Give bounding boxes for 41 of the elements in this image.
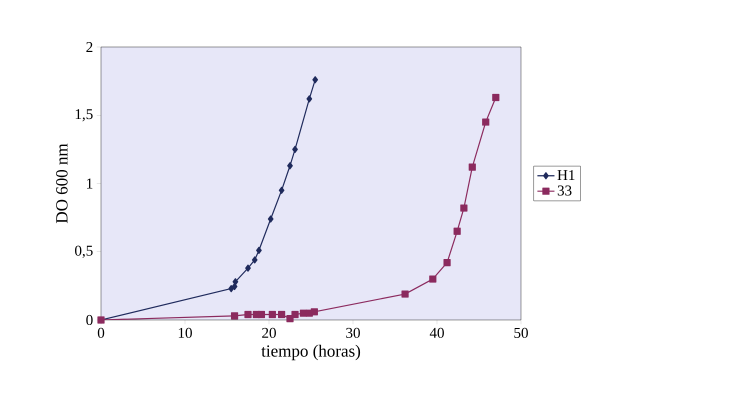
point bbox=[278, 310, 286, 318]
point bbox=[287, 162, 293, 170]
point bbox=[256, 246, 262, 254]
point bbox=[468, 164, 476, 171]
y-tick-label: 0 bbox=[86, 314, 93, 326]
legend-label: 33 bbox=[558, 185, 572, 196]
point bbox=[310, 308, 318, 316]
point bbox=[268, 215, 274, 223]
x-tick-label: 50 bbox=[514, 328, 528, 338]
x-tick-label: 40 bbox=[430, 328, 444, 338]
x-tick-label: 20 bbox=[262, 328, 276, 338]
x-tick-label: 30 bbox=[346, 328, 360, 338]
point bbox=[460, 204, 468, 212]
y-tick-label: 1 bbox=[87, 178, 92, 188]
point bbox=[443, 259, 451, 266]
point bbox=[278, 186, 284, 194]
point bbox=[492, 94, 500, 102]
point bbox=[244, 310, 252, 318]
x-tick-label: 10 bbox=[178, 328, 192, 338]
point bbox=[245, 264, 251, 272]
point bbox=[401, 290, 409, 298]
point bbox=[429, 275, 436, 283]
point bbox=[482, 118, 490, 126]
point bbox=[454, 228, 461, 235]
y-tick-label: 1,5 bbox=[76, 109, 93, 122]
point bbox=[258, 310, 266, 318]
point bbox=[232, 278, 238, 286]
y-tick-label: 0,5 bbox=[75, 246, 93, 258]
legend-label: H1 bbox=[558, 170, 574, 180]
point bbox=[312, 76, 318, 84]
point bbox=[230, 312, 238, 320]
point bbox=[291, 310, 299, 318]
point bbox=[292, 146, 298, 153]
x-axis-title: tiempo (horas) bbox=[261, 344, 360, 360]
x-tick-label: 0 bbox=[98, 328, 104, 338]
y-axis-title: DO 600 nm bbox=[56, 144, 68, 224]
y-tick-label: 2 bbox=[86, 42, 92, 52]
point bbox=[268, 310, 276, 318]
point bbox=[252, 256, 258, 264]
point bbox=[306, 95, 312, 102]
point bbox=[228, 284, 234, 292]
